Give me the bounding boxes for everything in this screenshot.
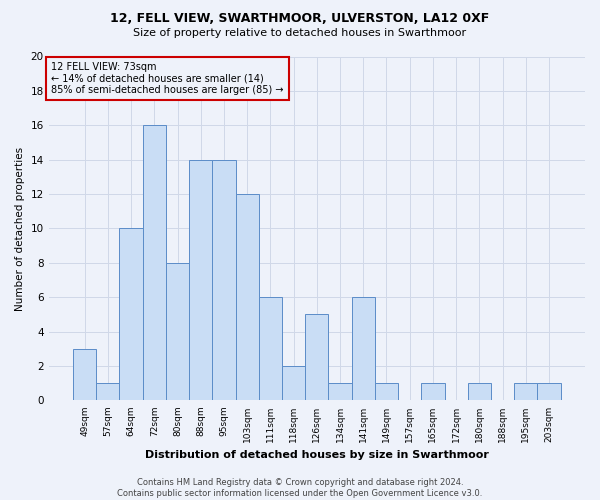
Bar [259,298,282,401]
Text: Contains HM Land Registry data © Crown copyright and database right 2024.
Contai: Contains HM Land Registry data © Crown c… [118,478,482,498]
Bar [328,383,352,400]
Bar [305,314,328,400]
Bar [119,228,143,400]
Bar [212,160,236,400]
Bar [375,383,398,400]
Text: Size of property relative to detached houses in Swarthmoor: Size of property relative to detached ho… [133,28,467,38]
Bar [189,160,212,400]
Bar [236,194,259,400]
Bar [282,366,305,400]
Y-axis label: Number of detached properties: Number of detached properties [15,146,25,310]
Bar [468,383,491,400]
X-axis label: Distribution of detached houses by size in Swarthmoor: Distribution of detached houses by size … [145,450,489,460]
Bar [352,298,375,401]
Bar [514,383,538,400]
Bar [96,383,119,400]
Bar [538,383,560,400]
Text: 12, FELL VIEW, SWARTHMOOR, ULVERSTON, LA12 0XF: 12, FELL VIEW, SWARTHMOOR, ULVERSTON, LA… [110,12,490,26]
Bar [73,349,96,401]
Bar [143,126,166,400]
Bar [421,383,445,400]
Text: 12 FELL VIEW: 73sqm
← 14% of detached houses are smaller (14)
85% of semi-detach: 12 FELL VIEW: 73sqm ← 14% of detached ho… [52,62,284,95]
Bar [166,263,189,400]
